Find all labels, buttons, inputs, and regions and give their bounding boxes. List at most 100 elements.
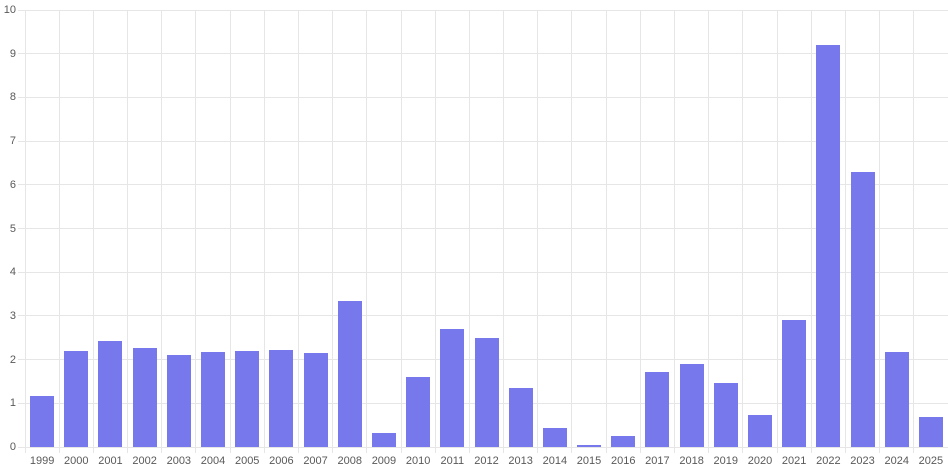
v-gridline-21: [742, 10, 744, 453]
bar-1999[interactable]: [30, 395, 55, 447]
x-tick-label-2008: 2008: [337, 455, 362, 467]
h-gridline-8: [18, 96, 948, 98]
v-gridline-15: [537, 10, 539, 453]
x-tick-label-2004: 2004: [200, 455, 226, 467]
x-tick-label-2023: 2023: [850, 455, 875, 467]
bar-2000[interactable]: [64, 351, 89, 447]
h-gridline-4: [18, 271, 948, 273]
h-gridline-3: [18, 315, 948, 317]
bar-2011[interactable]: [440, 328, 465, 447]
x-tick-label-2003: 2003: [166, 455, 192, 467]
v-gridline-13: [468, 10, 470, 453]
x-tick-label-2021: 2021: [781, 455, 807, 467]
bar-2020[interactable]: [747, 415, 772, 447]
v-gridline-16: [571, 10, 573, 453]
v-gridline-19: [674, 10, 676, 453]
x-tick-label-1999: 1999: [29, 455, 55, 467]
y-tick-label-0: 0: [9, 441, 16, 453]
x-tick-label-2011: 2011: [440, 455, 465, 467]
bar-2022[interactable]: [816, 44, 841, 447]
x-tick-label-2002: 2002: [132, 455, 157, 467]
bar-2003[interactable]: [166, 354, 191, 447]
bar-2001[interactable]: [98, 341, 123, 447]
h-gridline-10: [18, 9, 948, 11]
x-tick-label-2016: 2016: [610, 455, 636, 467]
bar-2014[interactable]: [542, 427, 567, 447]
x-tick-label-2005: 2005: [234, 455, 260, 467]
x-tick-label-2019: 2019: [713, 455, 739, 467]
v-gridline-26: [913, 10, 915, 453]
plot-area: [18, 9, 948, 453]
bar-2024[interactable]: [884, 351, 909, 447]
y-tick-label-8: 8: [9, 91, 16, 104]
bar-2018[interactable]: [679, 364, 704, 447]
x-tick-label-2000: 2000: [64, 455, 89, 467]
h-gridline-7: [18, 140, 948, 142]
bar-2019[interactable]: [713, 382, 738, 447]
y-tick-label-6: 6: [9, 178, 16, 191]
bar-2005[interactable]: [235, 350, 260, 447]
v-gridline-24: [844, 10, 846, 453]
h-gridline-0: [18, 446, 948, 448]
bar-2017[interactable]: [645, 372, 670, 447]
x-tick-label-2018: 2018: [679, 455, 704, 467]
bar-2010[interactable]: [406, 376, 431, 447]
h-gridline-5: [18, 228, 948, 229]
y-tick-label-10: 10: [3, 4, 16, 16]
v-gridline-25: [879, 10, 881, 453]
bar-2015[interactable]: [577, 444, 602, 447]
v-gridline-11: [400, 10, 402, 453]
bar-2009[interactable]: [371, 433, 396, 447]
v-gridline-23: [810, 10, 812, 453]
v-gridline-3: [127, 10, 129, 453]
bar-2025[interactable]: [918, 416, 943, 447]
x-tick-label-2017: 2017: [645, 455, 670, 467]
v-gridline-20: [708, 10, 710, 453]
v-gridline-2: [92, 10, 94, 453]
y-tick-label-5: 5: [9, 222, 16, 235]
x-tick-label-2001: 2001: [98, 455, 123, 467]
v-gridline-8: [297, 10, 299, 453]
h-gridline-6: [18, 184, 948, 186]
x-tick-label-2015: 2015: [576, 455, 602, 467]
bar-2021[interactable]: [782, 319, 807, 447]
v-gridline-17: [605, 10, 607, 453]
bar-2023[interactable]: [850, 172, 875, 447]
v-gridline-22: [776, 10, 778, 453]
v-gridline-1: [58, 10, 60, 453]
v-gridline-9: [332, 10, 334, 453]
h-gridline-9: [18, 53, 948, 55]
bar-2012[interactable]: [474, 338, 499, 447]
x-tick-label-2007: 2007: [303, 455, 328, 467]
bar-2006[interactable]: [269, 350, 294, 447]
v-gridline-18: [639, 10, 641, 453]
bar-2008[interactable]: [337, 301, 362, 447]
x-tick-label-2010: 2010: [405, 455, 431, 467]
bar-2016[interactable]: [611, 435, 636, 447]
y-tick-label-1: 1: [9, 397, 16, 410]
x-tick-label-2024: 2024: [884, 455, 909, 467]
x-tick-label-2025: 2025: [918, 455, 944, 467]
bar-2004[interactable]: [201, 351, 226, 447]
bar-2007[interactable]: [303, 352, 328, 447]
x-tick-label-2014: 2014: [542, 455, 568, 467]
y-tick-label-3: 3: [9, 309, 16, 322]
x-tick-label-2022: 2022: [816, 455, 841, 467]
v-gridline-12: [434, 10, 436, 453]
v-gridline-6: [229, 10, 231, 453]
y-tick-label-2: 2: [9, 353, 16, 366]
v-gridline-7: [263, 10, 265, 453]
v-gridline-4: [161, 10, 163, 453]
x-tick-label-2020: 2020: [747, 455, 773, 467]
x-tick-label-2013: 2013: [508, 455, 533, 467]
v-gridline-14: [503, 10, 505, 453]
bar-2013[interactable]: [508, 388, 533, 447]
x-tick-label-2009: 2009: [371, 455, 397, 467]
v-gridline-10: [366, 10, 368, 453]
x-tick-label-2006: 2006: [269, 455, 294, 467]
v-gridline-0: [24, 10, 26, 453]
y-tick-label-7: 7: [9, 135, 16, 148]
v-gridline-5: [195, 10, 197, 453]
bar-2002[interactable]: [132, 347, 157, 447]
